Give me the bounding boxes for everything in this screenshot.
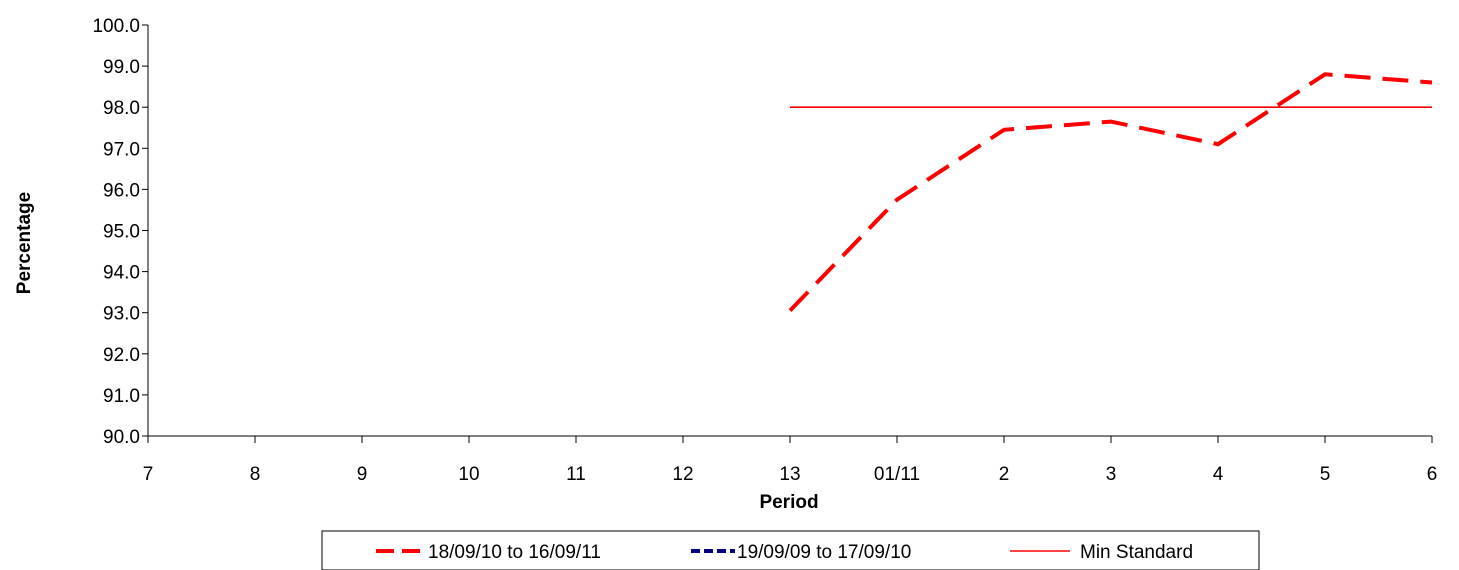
plot-area	[788, 72, 1433, 312]
y-tick-label: 92.0	[103, 345, 140, 366]
y-axis-title: Percentage	[14, 192, 35, 294]
x-axis-title: Period	[759, 492, 818, 513]
y-tick-label: 94.0	[103, 263, 140, 284]
legend-label-2: 19/09/09 to 17/09/10	[737, 542, 911, 563]
y-tick-label: 91.0	[103, 386, 140, 407]
x-tick-label: 01/11	[874, 464, 920, 485]
y-tick-label: 97.0	[103, 139, 140, 160]
legend: 18/09/10 to 16/09/11 19/09/09 to 17/09/10…	[321, 530, 1260, 570]
x-tick-label: 10	[458, 464, 479, 485]
x-axis: 7 8 9 10 11 12 13 01/11 2 3 4 5 6	[143, 435, 1438, 485]
x-tick-label: 12	[672, 464, 693, 485]
x-tick-label: 11	[566, 464, 586, 485]
y-tick-label: 90.0	[103, 427, 140, 448]
x-tick-label: 3	[1106, 464, 1117, 485]
x-tick-label: 9	[357, 464, 368, 485]
y-tick-label: 98.0	[103, 98, 140, 119]
y-tick-label: 96.0	[103, 180, 140, 201]
x-tick-label: 7	[143, 464, 154, 485]
x-tick-label: 5	[1320, 464, 1331, 485]
y-axis: 90.0 91.0 92.0 93.0 94.0 95.0 96.0 97.0 98.0 99.0…	[92, 16, 149, 448]
y-tick-label: 93.0	[103, 304, 140, 325]
y-tick-label: 100.0	[92, 16, 140, 37]
y-tick-label: 95.0	[103, 222, 140, 243]
legend-label-1: 18/09/10 to 16/09/11	[428, 542, 601, 563]
x-tick-label: 2	[999, 464, 1010, 485]
x-tick-label: 13	[779, 464, 800, 485]
x-tick-label: 4	[1213, 464, 1224, 485]
legend-box	[321, 530, 1260, 570]
y-tick-label: 99.0	[103, 57, 140, 78]
legend-label-3: Min Standard	[1080, 542, 1193, 563]
x-tick-label: 6	[1427, 464, 1438, 485]
x-tick-label: 8	[250, 464, 261, 485]
series-line-1	[788, 72, 1433, 312]
